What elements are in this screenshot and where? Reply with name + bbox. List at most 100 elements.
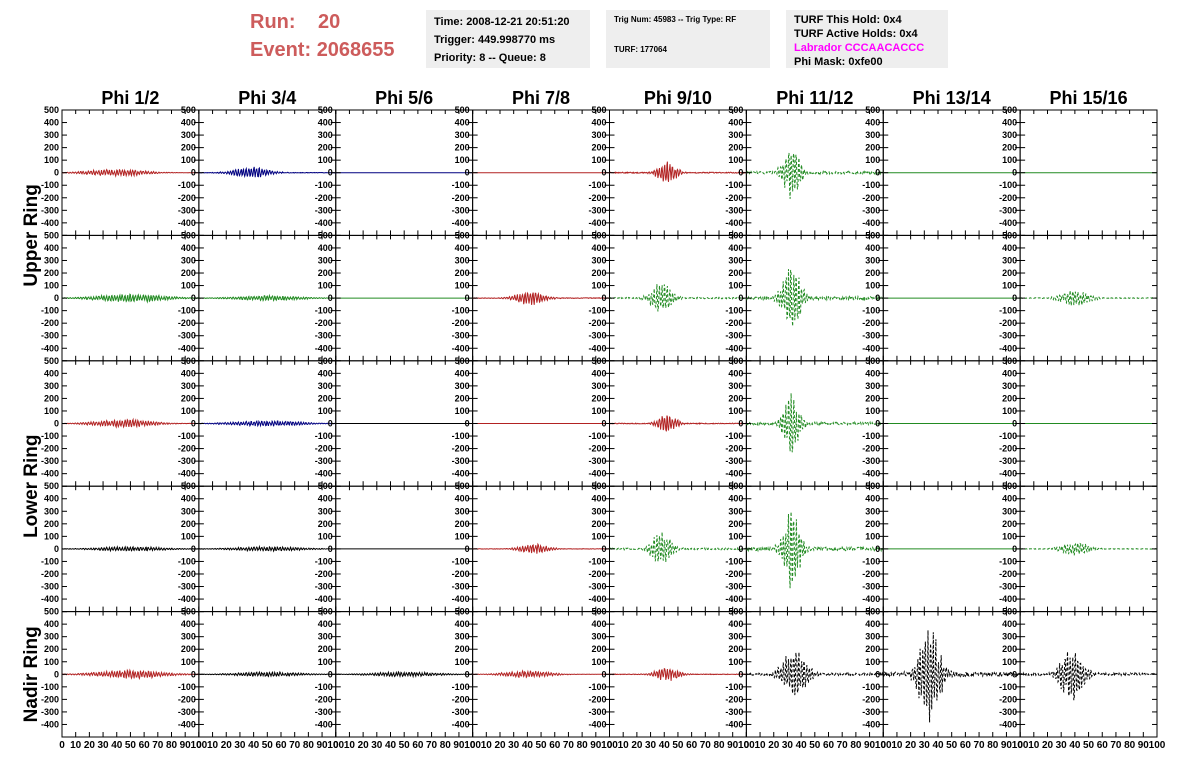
y-tick-label: -400 xyxy=(862,719,880,729)
x-tick-label: 30 xyxy=(98,740,110,751)
y-tick-label: -100 xyxy=(862,682,880,692)
y-tick-label: 0 xyxy=(328,293,333,303)
y-tick-label: -400 xyxy=(588,594,606,604)
y-tick-label: 200 xyxy=(1002,519,1017,529)
y-tick-label: 300 xyxy=(44,506,59,516)
x-tick-label: 10 xyxy=(207,740,219,751)
y-tick-label: -200 xyxy=(315,444,333,454)
y-tick-label: 100 xyxy=(1002,155,1017,165)
y-tick-label: 0 xyxy=(328,168,333,178)
column-title: Phi 9/10 xyxy=(644,88,712,108)
y-tick-label: 200 xyxy=(318,393,333,403)
y-tick-label: 100 xyxy=(44,531,59,541)
y-tick-label: -100 xyxy=(588,180,606,190)
y-tick-label: 0 xyxy=(738,293,743,303)
column-title: Phi 5/6 xyxy=(375,88,433,108)
y-tick-label: 300 xyxy=(455,632,470,642)
y-tick-label: -200 xyxy=(41,444,59,454)
x-tick-label: 30 xyxy=(508,740,520,751)
y-tick-label: -200 xyxy=(452,569,470,579)
y-tick-label: -300 xyxy=(452,331,470,341)
y-tick-label: -200 xyxy=(315,694,333,704)
y-tick-label: 300 xyxy=(181,381,196,391)
y-tick-label: 100 xyxy=(865,406,880,416)
y-tick-label: 400 xyxy=(591,494,606,504)
y-tick-label: 100 xyxy=(44,281,59,291)
y-tick-label: 100 xyxy=(455,406,470,416)
y-tick-label: -200 xyxy=(725,318,743,328)
x-tick-label: 10 xyxy=(755,740,767,751)
y-tick-label: -300 xyxy=(178,205,196,215)
y-tick-label: 200 xyxy=(181,644,196,654)
y-tick-label: -400 xyxy=(315,469,333,479)
waveform-trace xyxy=(198,544,336,553)
y-tick-label: 300 xyxy=(44,130,59,140)
y-tick-label: 200 xyxy=(591,644,606,654)
y-tick-label: -100 xyxy=(315,682,333,692)
run-label: Run: xyxy=(250,11,296,33)
y-tick-label: 400 xyxy=(455,243,470,253)
y-tick-label: 400 xyxy=(455,494,470,504)
x-tick-label: 50 xyxy=(399,740,411,751)
x-tick-label: 0 xyxy=(880,740,886,751)
y-tick-label: 200 xyxy=(44,644,59,654)
y-tick-label: 200 xyxy=(318,644,333,654)
y-tick-label: 100 xyxy=(44,406,59,416)
y-tick-label: 100 xyxy=(318,155,333,165)
y-tick-label: 200 xyxy=(318,143,333,153)
waveform-trace xyxy=(335,670,473,679)
y-tick-label: 400 xyxy=(728,243,743,253)
y-tick-label: -200 xyxy=(41,318,59,328)
x-tick-label: 80 xyxy=(713,740,725,751)
y-tick-label: 400 xyxy=(728,619,743,629)
y-tick-label: 300 xyxy=(591,130,606,140)
y-tick-label: -300 xyxy=(315,582,333,592)
y-tick-label: -200 xyxy=(862,193,880,203)
y-tick-label: -300 xyxy=(999,456,1017,466)
x-tick-label: 40 xyxy=(796,740,808,751)
y-tick-label: -400 xyxy=(452,218,470,228)
y-tick-label: -400 xyxy=(588,469,606,479)
y-tick-label: 100 xyxy=(318,281,333,291)
y-tick-label: -100 xyxy=(315,431,333,441)
y-tick-label: 0 xyxy=(465,168,470,178)
y-tick-label: 100 xyxy=(455,155,470,165)
y-tick-label: 400 xyxy=(318,368,333,378)
y-tick-label: 300 xyxy=(181,130,196,140)
y-tick-label: 200 xyxy=(865,644,880,654)
x-tick-label: 100 xyxy=(601,740,618,751)
y-tick-label: 400 xyxy=(455,619,470,629)
x-tick-label: 60 xyxy=(549,740,561,751)
y-tick-label: 100 xyxy=(181,657,196,667)
x-tick-label: 100 xyxy=(875,740,892,751)
y-tick-label: -100 xyxy=(725,431,743,441)
x-tick-label: 70 xyxy=(700,740,712,751)
y-tick-label: -100 xyxy=(588,682,606,692)
y-tick-label: -400 xyxy=(452,594,470,604)
y-tick-label: -100 xyxy=(588,306,606,316)
y-tick-label: 400 xyxy=(865,118,880,128)
y-tick-label: 200 xyxy=(455,393,470,403)
x-tick-label: 30 xyxy=(234,740,246,751)
y-tick-label: 500 xyxy=(318,607,333,617)
y-tick-label: 300 xyxy=(591,381,606,391)
column-title: Phi 1/2 xyxy=(101,88,159,108)
y-tick-label: -400 xyxy=(725,218,743,228)
y-tick-label: 100 xyxy=(728,155,743,165)
y-tick-label: 500 xyxy=(591,607,606,617)
x-tick-label: 50 xyxy=(809,740,821,751)
y-tick-label: 500 xyxy=(318,356,333,366)
y-tick-label: -100 xyxy=(725,556,743,566)
y-tick-label: 500 xyxy=(591,356,606,366)
y-tick-label: 0 xyxy=(191,544,196,554)
y-tick-label: 300 xyxy=(728,130,743,140)
y-tick-label: 400 xyxy=(1002,243,1017,253)
y-tick-label: 400 xyxy=(728,494,743,504)
y-tick-label: -300 xyxy=(452,205,470,215)
y-tick-label: -200 xyxy=(999,318,1017,328)
y-tick-label: -100 xyxy=(452,682,470,692)
x-tick-label: 40 xyxy=(932,740,944,751)
y-tick-label: 200 xyxy=(865,393,880,403)
y-tick-label: -400 xyxy=(178,469,196,479)
y-tick-label: 0 xyxy=(54,544,59,554)
